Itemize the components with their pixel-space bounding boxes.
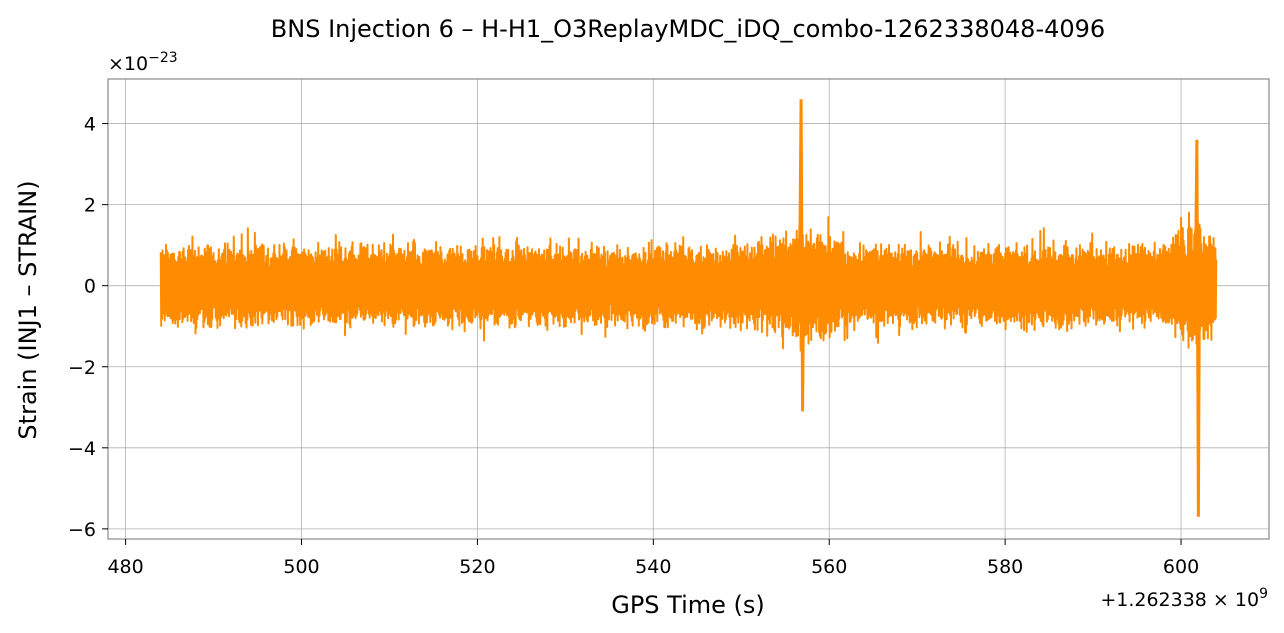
glitch-spike [1193, 139, 1201, 517]
y-tick-label: −4 [68, 438, 96, 460]
y-tick-label: −6 [68, 519, 96, 541]
x-axis-label: GPS Time (s) [611, 591, 765, 619]
y-scale-multiplier: ×10−23 [108, 50, 178, 75]
y-tick-label: 4 [84, 114, 96, 136]
y-tick-label: 2 [84, 195, 96, 217]
plot-frame [107, 78, 1270, 540]
x-tick-label: 520 [459, 556, 495, 578]
x-axis-ticks: 480 500 520 540 560 580 600 [107, 539, 1199, 578]
strain-series-line [159, 211, 1218, 352]
glitch-spike [798, 99, 806, 412]
y-axis-label: Strain (INJ1 – STRAIN) [14, 180, 42, 439]
chart-title: BNS Injection 6 – H-H1_O3ReplayMDC_iDQ_c… [271, 15, 1105, 43]
x-tick-label: 540 [635, 556, 671, 578]
x-tick-label: 560 [811, 556, 847, 578]
x-offset-base: +1.262338 × 10 [1100, 589, 1259, 611]
y-axis-ticks: −6 −4 −2 0 2 4 [68, 114, 108, 541]
x-tick-label: 500 [283, 556, 319, 578]
y-scale-base: ×10 [108, 53, 148, 75]
data-series-layer [159, 99, 1218, 517]
x-tick-label: 600 [1163, 556, 1199, 578]
y-tick-label: 0 [84, 276, 96, 298]
x-tick-label: 580 [987, 556, 1023, 578]
x-offset-text: +1.262338 × 109 [1100, 586, 1268, 611]
x-tick-label: 480 [107, 556, 143, 578]
y-scale-exponent: −23 [148, 50, 178, 66]
y-tick-label: −2 [68, 357, 96, 379]
x-offset-exponent: 9 [1259, 586, 1268, 602]
